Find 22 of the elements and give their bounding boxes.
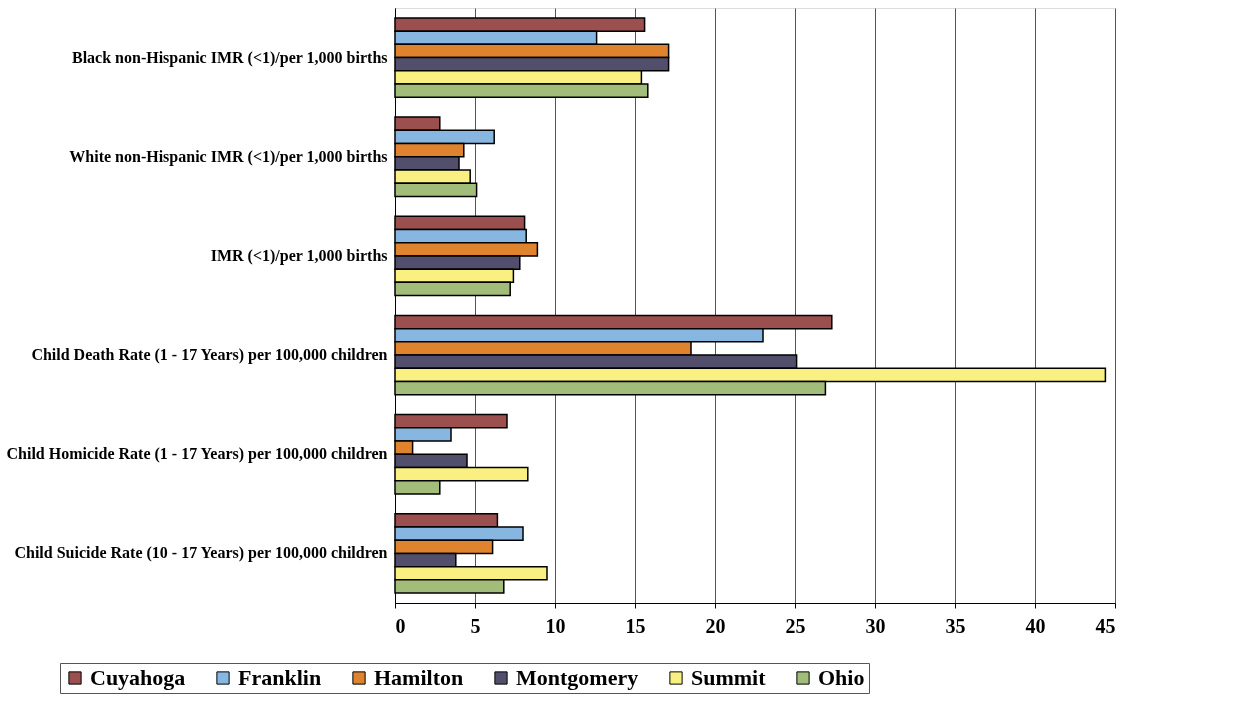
y-tick-label: White non-Hispanic IMR (<1)/per 1,000 births xyxy=(69,147,388,166)
y-tick-label: Black non-Hispanic IMR (<1)/per 1,000 births xyxy=(71,48,388,67)
x-tick-label: 5 xyxy=(470,614,481,637)
legend-label: Summit xyxy=(691,665,767,690)
legend-label: Cuyahoga xyxy=(90,665,186,690)
x-tick-label: 10 xyxy=(545,614,566,637)
legend-label: Hamilton xyxy=(374,665,464,690)
x-tick-label: 20 xyxy=(705,614,726,637)
x-tick-label: 0 xyxy=(395,614,406,637)
y-tick-label: IMR (<1)/per 1,000 births xyxy=(210,246,388,265)
x-tick-label: 35 xyxy=(945,614,966,637)
legend-label: Montgomery xyxy=(516,665,639,690)
x-tick-label: 40 xyxy=(1025,614,1046,637)
legend-label: Franklin xyxy=(238,665,322,690)
y-tick-label: Child Homicide Rate (1 - 17 Years) per 100,000 children xyxy=(6,445,388,464)
x-tick-label: 45 xyxy=(1095,614,1116,637)
x-tick-label: 25 xyxy=(785,614,806,637)
y-tick-label: Child Death Rate (1 - 17 Years) per 100,000 children xyxy=(31,346,388,365)
y-tick-label: Child Suicide Rate (10 - 17 Years) per 100,000 children xyxy=(14,544,388,563)
legend-label: Ohio xyxy=(818,665,865,690)
x-tick-label: 15 xyxy=(625,614,646,637)
x-tick-label: 30 xyxy=(865,614,886,637)
